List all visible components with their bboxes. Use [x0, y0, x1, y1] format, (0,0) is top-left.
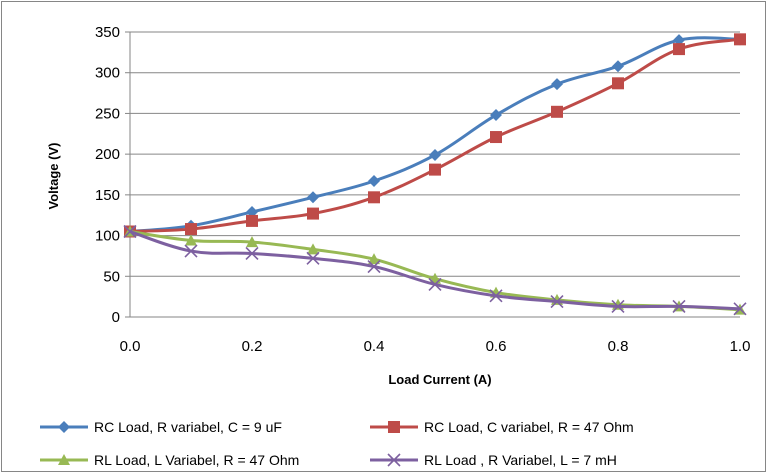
legend-entry: RL Load , R Variabel, L = 7 mH [370, 452, 617, 468]
legend-label: RL Load , R Variabel, L = 7 mH [424, 452, 617, 468]
series-4 [123, 224, 747, 316]
y-axis-title: Voltage (V) [46, 143, 61, 210]
y-tick-label: 350 [95, 24, 120, 41]
legend: RC Load, R variabel, C = 9 uF RC Load, C … [40, 419, 634, 468]
legend-label: RL Load, L Variabel, R = 47 Ohm [94, 452, 299, 468]
x-tick-label: 0.6 [486, 338, 507, 355]
data-point [734, 33, 746, 46]
y-tick-label: 200 [95, 146, 120, 163]
data-point [733, 302, 747, 316]
series-line [129, 230, 741, 311]
x-tick-label: 0.0 [120, 338, 141, 355]
data-point [185, 223, 197, 236]
data-point [123, 224, 137, 239]
x-axis-title: Load Current (A) [388, 372, 491, 387]
legend-marker [58, 421, 70, 433]
x-tick-label: 0.4 [364, 338, 385, 355]
y-tick-label: 250 [95, 105, 120, 122]
data-point [246, 214, 258, 227]
data-point [612, 77, 624, 90]
legend-entry: RC Load, R variabel, C = 9 uF [40, 419, 282, 435]
y-tick-label: 50 [103, 268, 120, 285]
data-point [246, 236, 258, 248]
axes [125, 31, 740, 318]
series-line [129, 230, 741, 312]
series-2 [124, 33, 746, 238]
legend-entry: RL Load, L Variabel, R = 47 Ohm [40, 452, 299, 468]
legend-label: RC Load, C variabel, R = 47 Ohm [424, 419, 634, 435]
data-point [490, 131, 502, 144]
data-point [490, 109, 502, 122]
legend-marker [388, 421, 400, 433]
x-tick-label: 0.2 [242, 338, 263, 355]
data-point [551, 105, 563, 118]
data-point [307, 207, 319, 220]
data-point [367, 259, 381, 274]
data-point [611, 299, 625, 313]
data-point [245, 246, 259, 261]
data-point [368, 175, 380, 188]
data-point [307, 243, 319, 255]
data-point [672, 299, 686, 313]
x-tick-label: 1.0 [730, 338, 751, 355]
series-line [129, 37, 741, 233]
series-lines [123, 33, 747, 316]
legend-marker [58, 454, 70, 465]
series-3 [124, 225, 746, 315]
data-point [612, 60, 624, 73]
data-point [185, 234, 197, 246]
legend-label: RC Load, R variabel, C = 9 uF [94, 419, 282, 435]
data-point [184, 244, 198, 258]
data-point [368, 191, 380, 204]
data-point [368, 253, 380, 265]
data-point [429, 148, 441, 161]
data-point [306, 251, 320, 265]
y-tick-label: 0 [112, 309, 120, 326]
x-tick-label: 0.8 [608, 338, 629, 355]
data-point [489, 289, 503, 303]
legend-entry: RC Load, C variabel, R = 47 Ohm [370, 419, 634, 435]
data-point [429, 163, 441, 176]
data-point [551, 78, 563, 91]
tick-labels: 0 50 100 150 200 250 300 350 0.0 0.2 0.4 0.6 0.8 1.0 [95, 24, 750, 355]
data-point [673, 43, 685, 56]
legend-marker [387, 453, 401, 467]
data-point [307, 191, 319, 204]
y-tick-label: 150 [95, 187, 120, 204]
y-tick-label: 300 [95, 65, 120, 82]
data-point [550, 294, 564, 309]
series-line [129, 36, 741, 233]
data-point [428, 277, 442, 291]
y-tick-label: 100 [95, 228, 120, 245]
